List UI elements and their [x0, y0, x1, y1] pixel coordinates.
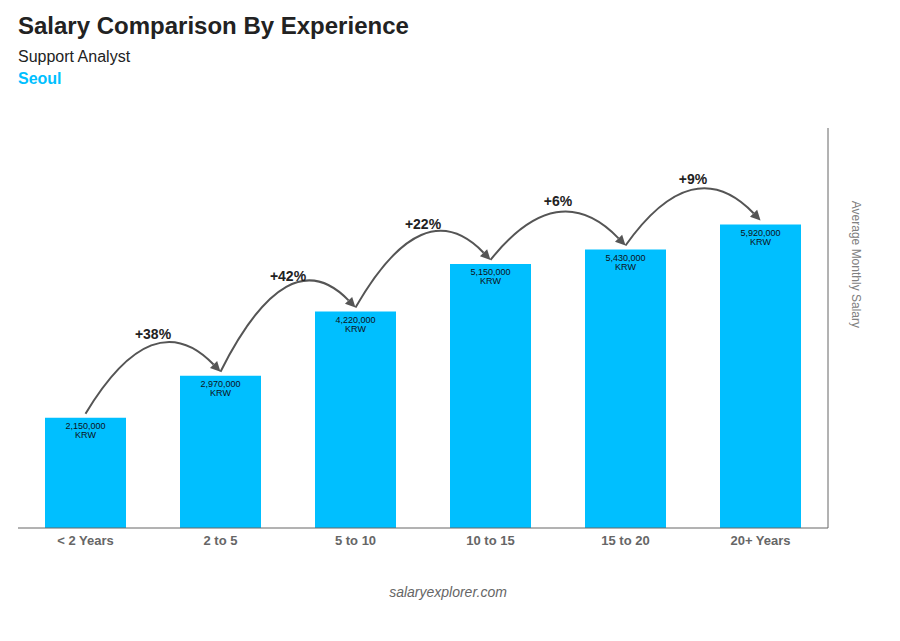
svg-text:10 to 15: 10 to 15 [466, 533, 514, 548]
html-text:salaryexplorer.com: salaryexplorer.com [389, 584, 507, 600]
svg-text:< 2 Years: < 2 Years [57, 533, 114, 548]
html-text:Seoul: Seoul [18, 70, 62, 87]
html-text:Salary Comparison By Experienc: Salary Comparison By Experience [18, 12, 409, 39]
html-text:Support Analyst: Support Analyst [18, 48, 131, 65]
svg-text:5,430,000KRW: 5,430,000KRW [605, 253, 645, 272]
svg-text:+38%: +38% [135, 326, 172, 342]
svg-text:+22%: +22% [405, 216, 442, 232]
svg-text:+6%: +6% [544, 193, 573, 209]
svg-text:5 to 10: 5 to 10 [335, 533, 376, 548]
svg-text:2 to 5: 2 to 5 [204, 533, 238, 548]
svg-text:15 to 20: 15 to 20 [601, 533, 649, 548]
svg-text:+42%: +42% [270, 268, 307, 284]
svg-text:5,920,000KRW: 5,920,000KRW [740, 228, 780, 247]
svg-text:20+ Years: 20+ Years [730, 533, 790, 548]
svg-text:Average Monthly Salary: Average Monthly Salary [849, 201, 863, 328]
svg-text:2,970,000KRW: 2,970,000KRW [200, 379, 240, 398]
svg-text:5,150,000KRW: 5,150,000KRW [470, 267, 510, 286]
svg-text:4,220,000KRW: 4,220,000KRW [335, 315, 375, 334]
svg-text:+9%: +9% [679, 171, 708, 187]
svg-text:2,150,000KRW: 2,150,000KRW [65, 421, 105, 440]
